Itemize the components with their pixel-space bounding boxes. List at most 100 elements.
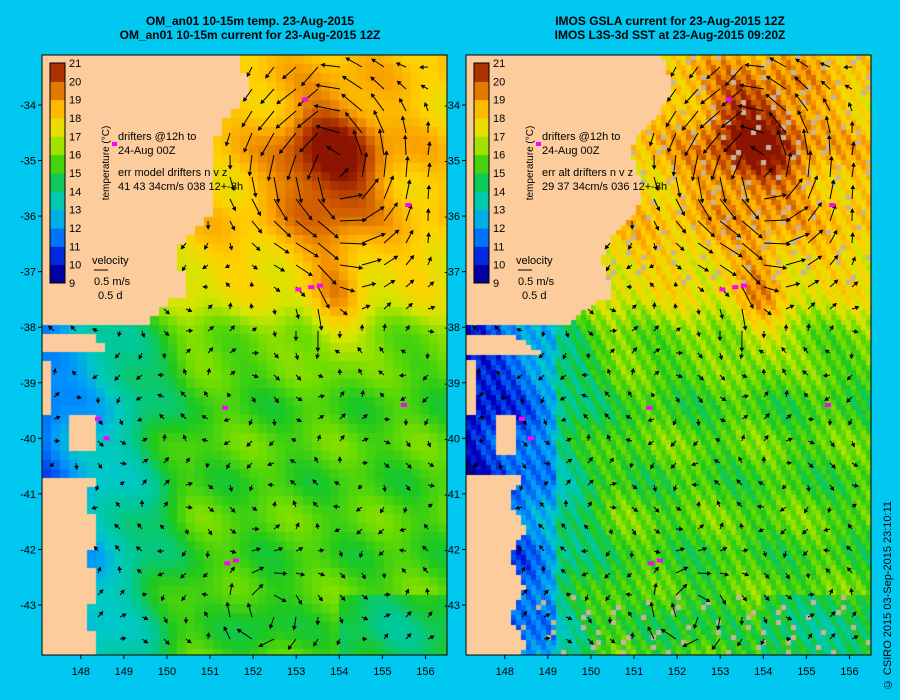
p1-arrow-shaft [260, 132, 275, 156]
p2-arrow-head [628, 611, 633, 617]
p1-arrow-head [345, 57, 351, 62]
p2-arrow-head [744, 198, 750, 204]
p2-arrow-shaft [741, 242, 763, 260]
p1-arrow-head [143, 458, 149, 464]
p2-colorbar-tick-label: 19 [493, 95, 505, 107]
p1-arrow-head [427, 162, 432, 167]
p2-arrow-head [787, 595, 793, 600]
p1-arrow-head [231, 206, 237, 212]
p1-arrow-head [265, 73, 270, 79]
p1-arrow-head [339, 391, 345, 396]
p1-arrow-head [334, 527, 340, 533]
p1-arrow-head [253, 265, 258, 270]
p1-arrow-head [259, 566, 265, 572]
p1-colorbar-tick-label: 17 [69, 131, 81, 143]
p1-arrow-head [362, 414, 368, 419]
p2-arrow-head [813, 175, 819, 181]
p2-arrow-head [776, 129, 782, 135]
p2-arrow-head [825, 568, 831, 573]
p1-colorbar-segment [50, 99, 65, 119]
p2-arrow-head [824, 349, 830, 354]
p1-arrow-head [120, 589, 125, 595]
p1-arrow-head [143, 615, 149, 621]
p1-drifter [316, 283, 323, 288]
p2-xtick-label: 154 [754, 666, 772, 678]
p1-arrow-head [182, 434, 188, 440]
p1-arrow-head [336, 640, 341, 646]
p1-arrow-head [406, 179, 412, 184]
p2-arrow-head [651, 165, 657, 170]
p1-arrow-head [275, 198, 281, 204]
p1-arrow-shaft [317, 308, 323, 330]
p2-colorbar-tick-label: 12 [493, 223, 505, 235]
p2-arrow-head [679, 246, 685, 252]
p1-arrow-head [230, 186, 236, 192]
p2-arrow-head [852, 503, 857, 509]
p1-arrow-shaft [379, 129, 385, 156]
p2-arrow-head [711, 645, 717, 651]
p1-arrow-head [115, 501, 121, 507]
p2-arrow-head [476, 367, 481, 373]
p1-arrow-head [91, 327, 97, 333]
p1-arrow-head [426, 184, 432, 190]
p2-arrow-head [769, 57, 775, 62]
p1-arrow-shaft [314, 105, 341, 112]
p1-arrow-head [315, 522, 320, 528]
p2-arrow-head [744, 394, 750, 399]
p1-arrow-head [343, 168, 349, 173]
p1-arrow-head [258, 583, 264, 589]
p2-arrow-head [605, 266, 611, 272]
p1-arrow-head [400, 349, 406, 354]
p1-arrow-head [183, 619, 189, 624]
p1-arrow-head [201, 415, 207, 420]
p2-arrow-head [851, 256, 856, 262]
p1-arrow-shaft [307, 154, 319, 180]
p2-arrow-head [604, 391, 610, 396]
p2-colorbar-tick-label: 11 [493, 241, 504, 253]
p1-arrow-head [297, 599, 303, 605]
p2-arrow-head [786, 241, 792, 247]
p1-arrow-head [258, 642, 264, 647]
p2-arrow-head [794, 93, 800, 98]
p2-arrow-head [731, 271, 737, 277]
p2-arrow-shaft [719, 242, 743, 258]
p1-arrow-head [118, 420, 124, 426]
p1-ytick-label: -36 [20, 211, 36, 223]
p1-arrow-head [255, 246, 261, 252]
p1-arrow-head [209, 507, 215, 513]
p2-arrow-head [545, 613, 551, 618]
p2-arrow-head [696, 310, 701, 316]
p2-arrow-head [780, 529, 786, 535]
p1-arrow-head [379, 392, 385, 398]
p2-xtick-label: 152 [668, 666, 686, 678]
p1-arrow-head [161, 354, 167, 359]
p2-arrow-head [808, 463, 814, 469]
p1-arrow-head [280, 267, 286, 272]
p2-arrow-shaft [738, 105, 765, 112]
p2-arrow-head [724, 292, 730, 298]
p1-ytick-label: -42 [20, 544, 36, 556]
p2-arrow-head [723, 147, 728, 153]
p2-arrow-head [724, 571, 730, 577]
p2-arrow-head [803, 346, 808, 352]
p2-arrow-shaft [675, 176, 681, 197]
p1-arrow-head [249, 281, 255, 287]
p2-arrow-shaft [723, 132, 743, 153]
p1-arrow-head [227, 392, 232, 398]
p2-ytick-label: -42 [444, 544, 460, 556]
p1-arrow-head [241, 122, 247, 128]
p2-arrow-head [650, 464, 655, 470]
p1-arrow-head [91, 505, 97, 510]
p2-arrow-head [566, 437, 572, 443]
p1-arrow-head [185, 457, 190, 463]
p1-arrow-head [393, 202, 398, 208]
p2-arrow-head [678, 373, 683, 379]
p1-arrow-head [377, 128, 383, 134]
p2-arrow-head [713, 459, 719, 464]
p2-arrow-head [824, 396, 830, 401]
p2-arrow-head [673, 281, 679, 287]
p2-arrow-head [787, 460, 793, 466]
p1-arrow-head [164, 640, 170, 645]
p2-arrow-head [699, 524, 705, 529]
p1-arrow-head [371, 282, 377, 287]
